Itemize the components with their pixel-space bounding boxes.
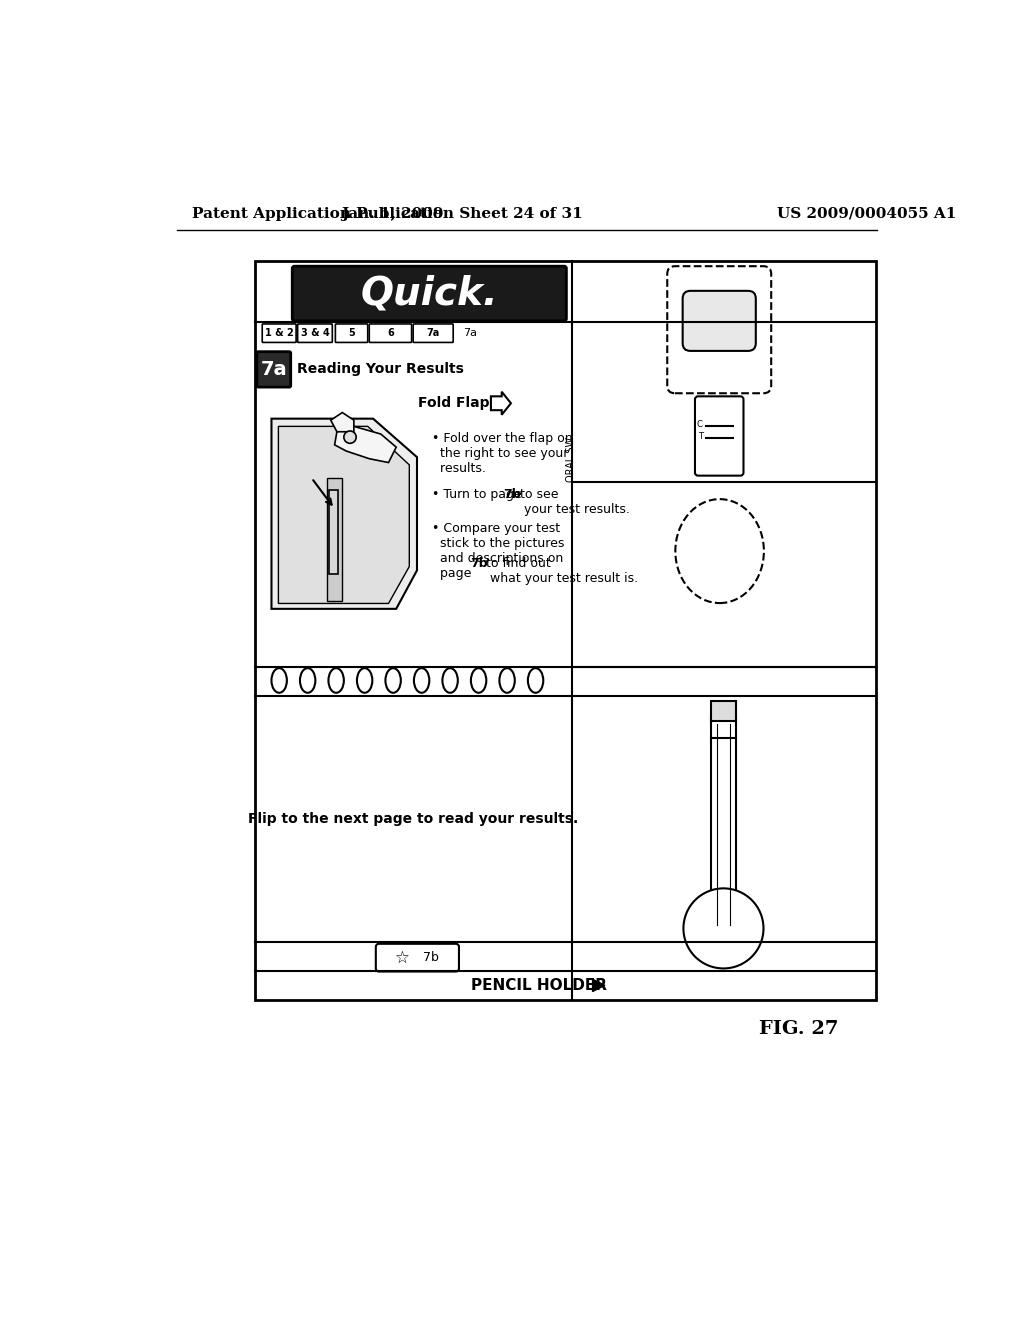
FancyBboxPatch shape	[336, 323, 368, 342]
Bar	[330, 490, 339, 574]
Text: 1 & 2: 1 & 2	[265, 329, 294, 338]
Text: 7a: 7a	[260, 360, 287, 379]
Text: 7a: 7a	[427, 329, 439, 338]
Polygon shape	[719, 936, 728, 945]
Text: T: T	[697, 432, 702, 441]
Ellipse shape	[271, 668, 287, 693]
Ellipse shape	[528, 668, 544, 693]
Ellipse shape	[676, 499, 764, 603]
FancyBboxPatch shape	[695, 396, 743, 475]
Bar	[711, 701, 736, 721]
Polygon shape	[711, 936, 736, 958]
Text: 5: 5	[348, 329, 355, 338]
Text: 7b: 7b	[423, 952, 438, 964]
Text: • Fold over the flap on
  the right to see your
  results.: • Fold over the flap on the right to see…	[432, 432, 573, 475]
Text: PENCIL HOLDER: PENCIL HOLDER	[471, 978, 606, 993]
FancyBboxPatch shape	[292, 267, 566, 321]
Ellipse shape	[385, 668, 400, 693]
Text: Quick.: Quick.	[360, 275, 498, 312]
Text: • Turn to page: • Turn to page	[432, 488, 526, 502]
Circle shape	[683, 888, 764, 969]
FancyBboxPatch shape	[298, 323, 333, 342]
Polygon shape	[271, 418, 417, 609]
FancyBboxPatch shape	[262, 323, 296, 342]
Ellipse shape	[300, 668, 315, 693]
Polygon shape	[279, 426, 410, 603]
Polygon shape	[327, 478, 342, 601]
Text: C: C	[696, 420, 702, 429]
Text: US 2009/0004055 A1: US 2009/0004055 A1	[777, 207, 956, 220]
Ellipse shape	[471, 668, 486, 693]
Polygon shape	[331, 412, 354, 432]
Ellipse shape	[357, 668, 373, 693]
Text: 7b: 7b	[470, 557, 487, 570]
Circle shape	[344, 432, 356, 444]
FancyBboxPatch shape	[257, 351, 291, 387]
Text: to see
  your test results.: to see your test results.	[515, 488, 630, 516]
FancyBboxPatch shape	[413, 323, 454, 342]
Text: to find out
  what your test result is.: to find out what your test result is.	[482, 557, 639, 585]
Text: 7b: 7b	[503, 488, 521, 502]
Polygon shape	[490, 392, 511, 414]
Text: Jan. 1, 2009   Sheet 24 of 31: Jan. 1, 2009 Sheet 24 of 31	[341, 207, 583, 220]
Ellipse shape	[442, 668, 458, 693]
Ellipse shape	[500, 668, 515, 693]
Text: Flip to the next page to read your results.: Flip to the next page to read your resul…	[249, 812, 579, 826]
Ellipse shape	[414, 668, 429, 693]
FancyBboxPatch shape	[376, 944, 459, 972]
Text: 3 & 4: 3 & 4	[301, 329, 330, 338]
FancyBboxPatch shape	[668, 267, 771, 393]
FancyBboxPatch shape	[370, 323, 412, 342]
FancyBboxPatch shape	[683, 290, 756, 351]
Text: Patent Application Publication: Patent Application Publication	[193, 207, 455, 220]
Polygon shape	[593, 979, 605, 991]
Bar	[255, 261, 876, 1001]
Polygon shape	[335, 426, 396, 462]
Ellipse shape	[329, 668, 344, 693]
Bar	[711, 717, 736, 936]
Text: 7a: 7a	[463, 329, 477, 338]
Text: Fold Flap: Fold Flap	[418, 396, 489, 411]
Text: ORAL SW: ORAL SW	[565, 437, 575, 482]
Text: • Compare your test
  stick to the pictures
  and descriptions on
  page: • Compare your test stick to the picture…	[432, 521, 565, 579]
Text: 6: 6	[387, 329, 394, 338]
Text: ☆: ☆	[394, 949, 410, 966]
Text: Reading Your Results: Reading Your Results	[297, 363, 464, 376]
Text: FIG. 27: FIG. 27	[759, 1019, 839, 1038]
